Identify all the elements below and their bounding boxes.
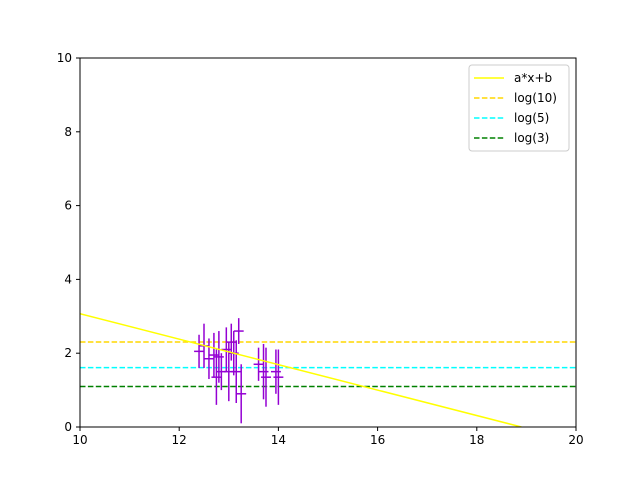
errorbar-point [221,327,232,372]
errorbar-point [211,349,222,405]
y-tick-label: 2 [64,346,72,360]
x-tick-label: 14 [271,433,286,447]
x-tick-label: 12 [172,433,187,447]
legend-label: log(10) [514,91,557,105]
errorbar-point [273,349,284,405]
legend-label: log(3) [514,131,549,145]
errorbar-point [226,323,237,361]
x-tick-label: 18 [469,433,484,447]
y-tick-label: 0 [64,420,72,434]
errorbar-point [270,349,281,394]
y-tick-label: 6 [64,199,72,213]
errorbar-point [208,332,219,378]
legend-label: log(5) [514,111,549,125]
plot-area [80,312,576,427]
y-tick-label: 10 [57,51,72,65]
errorbar-point [253,347,264,381]
legend: a*x+b log(10) log(5) log(3) [468,64,570,152]
legend-label: a*x+b [514,71,552,85]
errorbar-point [194,334,204,368]
axes: 10 12 14 16 18 20 0 2 4 6 8 10 [57,51,584,447]
errorbar-point [258,343,269,400]
y-tick-label: 8 [64,125,72,139]
x-tick-label: 16 [370,433,385,447]
fit-line [80,312,522,427]
errorbar-point [204,338,214,380]
x-tick-label: 20 [568,433,583,447]
errorbar-point [213,331,224,383]
legend-box [468,64,570,152]
errorbar-point [231,340,242,404]
axes-frame [79,57,577,428]
errorbar-point [261,347,271,407]
plot-marks [80,312,576,427]
errorbar-point [236,364,247,424]
errorbar-point [233,318,244,344]
y-tick-label: 4 [64,272,72,286]
x-tick-label: 10 [72,433,87,447]
